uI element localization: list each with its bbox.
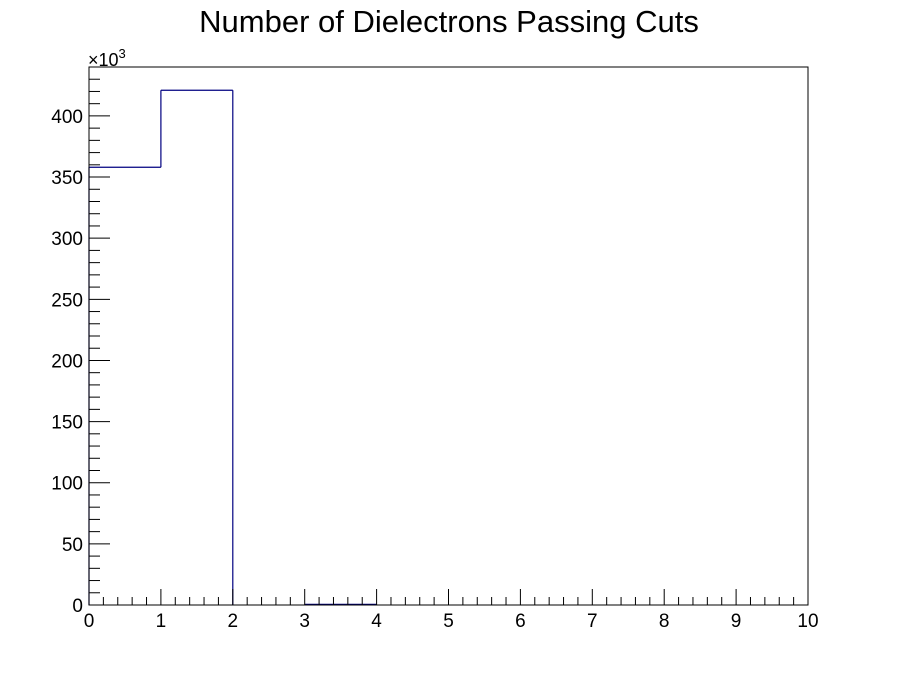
y-tick-label: 250 — [51, 290, 83, 311]
x-tick-label: 6 — [515, 611, 526, 632]
plot-frame — [88, 66, 809, 606]
x-tick-label: 10 — [797, 611, 818, 632]
y-tick-label: 50 — [62, 535, 83, 556]
y-exponent-power: 3 — [119, 46, 126, 61]
x-tick-label: 0 — [84, 611, 95, 632]
y-tick-label: 0 — [72, 596, 83, 617]
x-tick-label: 7 — [587, 611, 598, 632]
y-axis-exponent-label: ×103 — [88, 46, 126, 70]
x-tick-label: 3 — [299, 611, 310, 632]
y-tick-label: 100 — [51, 474, 83, 495]
y-tick-label: 350 — [51, 168, 83, 189]
svg-text:×103: ×103 — [88, 46, 126, 70]
y-tick-label: 300 — [51, 229, 83, 250]
y-tick-label: 400 — [51, 107, 83, 128]
chart-title: Number of Dielectrons Passing Cuts — [199, 4, 699, 39]
y-exponent-base: ×10 — [88, 50, 119, 70]
x-tick-label: 4 — [371, 611, 382, 632]
y-tick-label: 200 — [51, 351, 83, 372]
x-tick-label: 8 — [659, 611, 670, 632]
histogram-layer — [88, 89, 378, 605]
x-tick-label: 9 — [731, 611, 742, 632]
x-tick-label: 1 — [156, 611, 167, 632]
y-tick-label: 150 — [51, 413, 83, 434]
x-tick-label: 5 — [443, 611, 454, 632]
x-tick-label: 2 — [228, 611, 239, 632]
